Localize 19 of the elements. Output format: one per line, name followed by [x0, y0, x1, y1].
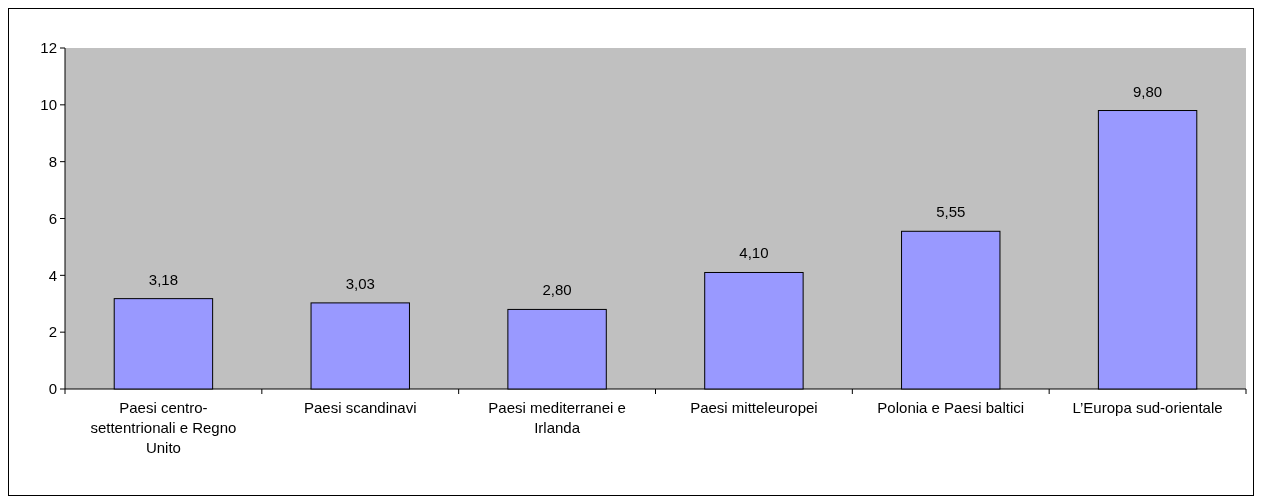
x-tick-label: Paesi scandinavi	[303, 399, 417, 416]
x-tick-label: Paesi mediterranei e Irlanda	[488, 399, 626, 436]
data-label: 3,18	[148, 270, 179, 288]
y-tick-label: 8	[48, 152, 57, 170]
y-tick-label: 2	[48, 323, 57, 341]
data-label: 9,80	[1132, 82, 1163, 100]
x-tick-label: Paesi mitteleuropei	[690, 399, 818, 416]
y-tick-label: 12	[40, 39, 57, 57]
data-label: 3,03	[345, 274, 375, 292]
x-tick-label: Polonia e Paesi baltici	[877, 399, 1025, 416]
data-label: 2,80	[542, 281, 572, 299]
y-tick-label: 6	[48, 209, 57, 227]
x-tick-label: Paesi centro-settentrionali e Regno Unito	[90, 399, 237, 456]
y-tick-label: 10	[40, 96, 57, 114]
y-tick-label: 0	[48, 380, 57, 398]
data-label: 5,55	[936, 203, 966, 221]
x-tick-label: L’Europa sud-orientale	[1072, 399, 1223, 416]
y-tick-label: 4	[48, 266, 57, 284]
data-label: 4,10	[739, 244, 769, 262]
